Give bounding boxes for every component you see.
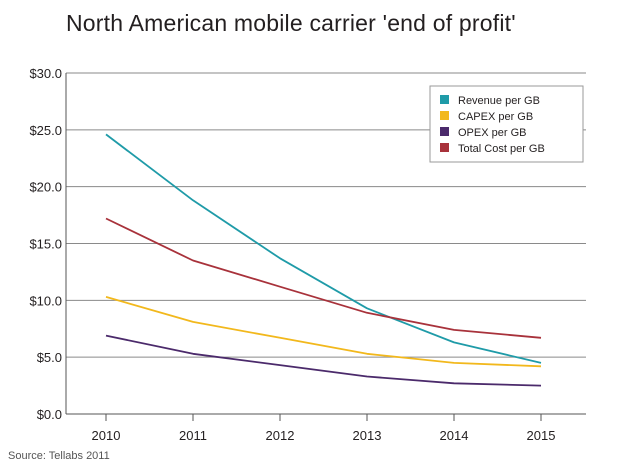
x-axis: 2010 2011 2012 2013 2014 2015 xyxy=(66,413,586,443)
source-note: Source: Tellabs 2011 xyxy=(8,450,110,462)
y-tick-label: $0.0 xyxy=(37,407,62,422)
x-tick-label: 2015 xyxy=(527,428,556,443)
y-tick-label: $15.0 xyxy=(29,237,62,252)
legend-label: OPEX per GB xyxy=(458,127,526,139)
y-tick-label: $30.0 xyxy=(29,66,62,81)
x-tick-label: 2012 xyxy=(266,428,295,443)
x-tick-label: 2014 xyxy=(440,428,469,443)
legend-box xyxy=(429,85,584,163)
legend-swatch xyxy=(440,95,449,104)
legend-label: CAPEX per GB xyxy=(458,111,533,123)
y-tick-label: $25.0 xyxy=(29,123,62,138)
series-line-capex-per-gb xyxy=(105,296,542,368)
legend-label: Total Cost per GB xyxy=(458,143,545,155)
legend-swatch xyxy=(440,127,449,136)
legend-label: Revenue per GB xyxy=(458,95,540,107)
legend-swatch xyxy=(440,111,449,120)
y-tick-label: $20.0 xyxy=(29,180,62,195)
y-tick-label: $10.0 xyxy=(29,293,62,308)
series-lines xyxy=(105,133,542,387)
x-tick-label: 2013 xyxy=(353,428,382,443)
x-tick-label: 2010 xyxy=(92,428,121,443)
legend-swatch xyxy=(440,143,449,152)
legend: Revenue per GB CAPEX per GB OPEX per GB Tot… xyxy=(429,85,584,163)
y-tick-label: $5.0 xyxy=(37,350,62,365)
x-tick-label: 2011 xyxy=(179,428,207,443)
series-line-opex-per-gb xyxy=(105,334,542,387)
series-line-revenue-per-gb xyxy=(105,133,542,364)
chart-title: North American mobile carrier 'end of pr… xyxy=(66,10,516,36)
series-line-total-cost-per-gb xyxy=(105,217,542,339)
y-axis: $0.0 $5.0 $10.0 $15.0 $20.0 $25.0 $30.0 xyxy=(29,66,67,422)
